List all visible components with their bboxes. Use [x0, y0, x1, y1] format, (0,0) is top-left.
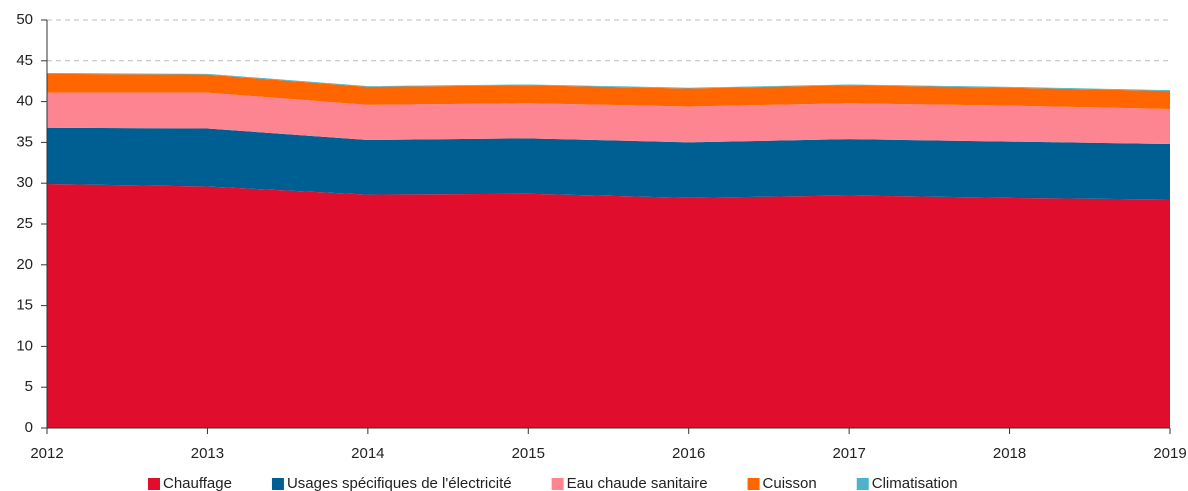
y-tick-label: 30	[16, 174, 33, 191]
legend-swatch	[551, 478, 564, 490]
legend-label: Eau chaude sanitaire	[567, 475, 708, 491]
area	[47, 73, 1170, 109]
y-tick-label: 0	[25, 419, 33, 436]
y-tick-label: 40	[16, 93, 33, 110]
y-tick-label: 10	[16, 337, 33, 354]
legend-label: Chauffage	[163, 475, 232, 491]
legend-swatch	[747, 478, 760, 490]
area	[47, 184, 1170, 428]
y-tick-label: 45	[16, 52, 33, 69]
x-tick-label: 2014	[351, 445, 384, 462]
x-tick-label: 2019	[1153, 445, 1186, 462]
legend-label: Climatisation	[872, 475, 958, 491]
y-tick-label: 25	[16, 215, 33, 232]
legend-swatch	[148, 478, 160, 490]
y-tick-label: 20	[16, 256, 33, 273]
x-tick-label: 2012	[30, 445, 63, 462]
legend-label: Usages spécifiques de l'électricité	[287, 475, 512, 491]
x-tick-label: 2015	[512, 445, 545, 462]
legend-swatch	[271, 478, 284, 490]
area	[47, 127, 1170, 200]
x-tick-label: 2018	[993, 445, 1026, 462]
y-tick-label: 50	[16, 11, 33, 28]
area	[47, 92, 1170, 145]
x-tick-label: 2016	[672, 445, 705, 462]
x-tick-label: 2013	[191, 445, 224, 462]
y-tick-label: 5	[25, 378, 33, 395]
y-tick-label: 15	[16, 297, 33, 314]
x-tick-label: 2017	[832, 445, 865, 462]
legend-label: Cuisson	[763, 475, 817, 491]
y-tick-label: 35	[16, 133, 33, 150]
legend-swatch	[856, 478, 869, 490]
